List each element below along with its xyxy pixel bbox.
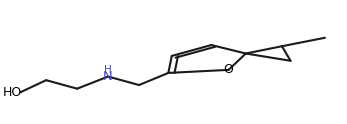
Text: O: O (223, 63, 234, 76)
Text: N: N (103, 70, 113, 83)
Text: HO: HO (3, 86, 22, 99)
Text: H: H (104, 65, 112, 75)
